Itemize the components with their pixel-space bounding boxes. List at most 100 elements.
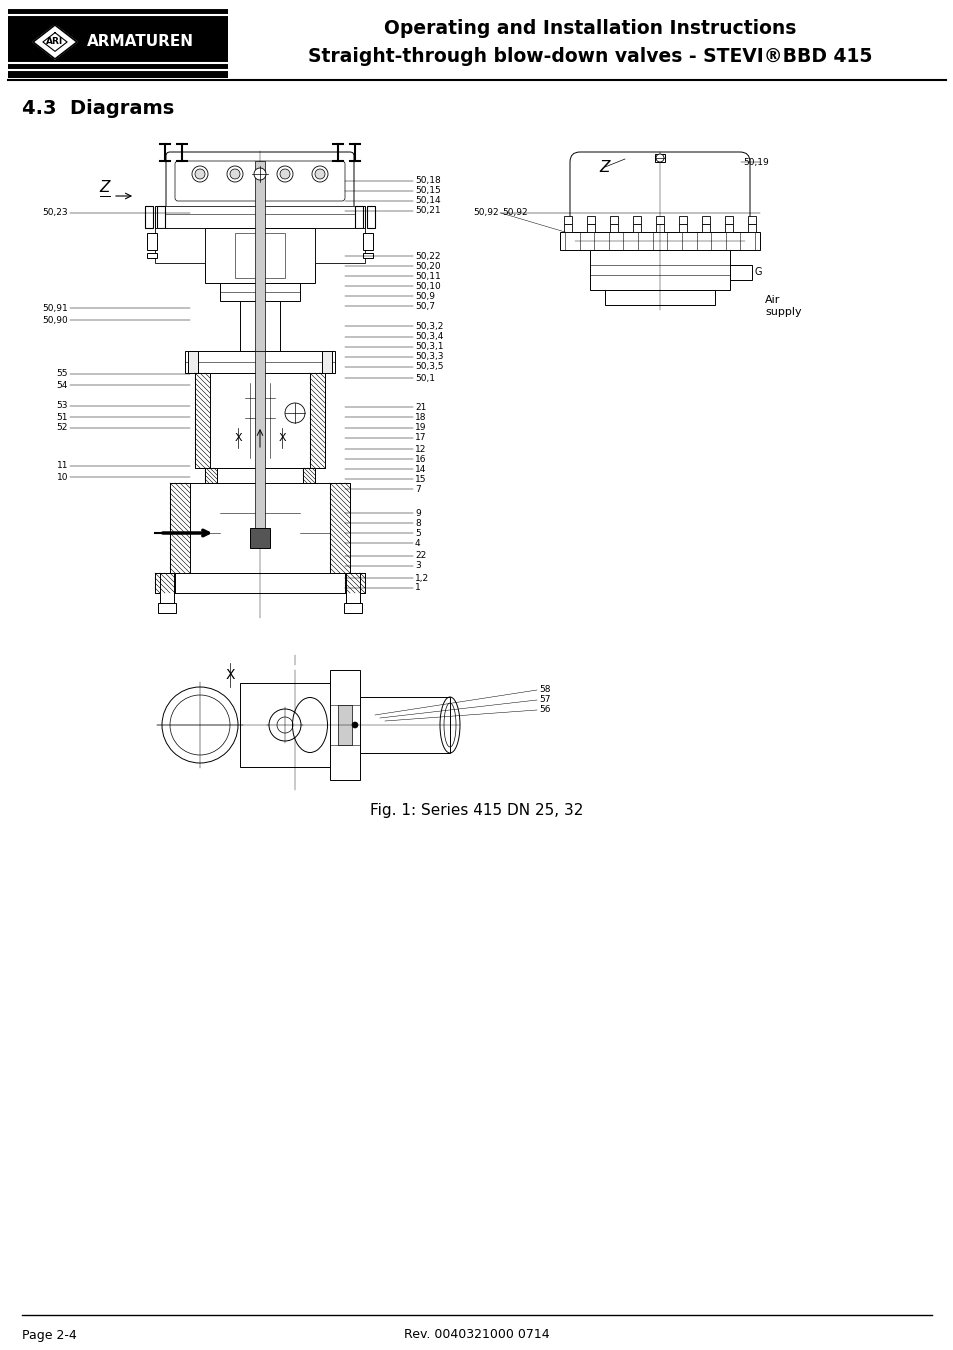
Text: 50,91: 50,91 [42, 304, 68, 312]
Bar [355, 207, 363, 228]
Text: Fig. 1: Series 415 DN 25, 32: Fig. 1: Series 415 DN 25, 32 [370, 802, 583, 818]
Text: 11: 11 [56, 462, 68, 471]
Bar [205, 468, 314, 483]
Bar [188, 351, 198, 373]
Circle shape [192, 166, 208, 182]
Text: 50,92: 50,92 [501, 208, 527, 217]
Text: 55: 55 [56, 370, 68, 378]
Bar [589, 250, 729, 290]
Circle shape [276, 717, 293, 733]
Bar [158, 603, 175, 613]
Bar [604, 290, 714, 305]
Text: 21: 21 [415, 402, 426, 412]
Text: 57: 57 [538, 695, 550, 705]
Text: 50,3,1: 50,3,1 [415, 343, 443, 351]
Text: 50,3,4: 50,3,4 [415, 332, 443, 342]
Bar [330, 483, 350, 572]
Text: 50,1: 50,1 [415, 374, 435, 382]
Circle shape [227, 166, 243, 182]
Text: 50,92: 50,92 [473, 208, 498, 217]
Circle shape [285, 404, 305, 423]
Text: Rev. 0040321000 0714: Rev. 0040321000 0714 [404, 1328, 549, 1342]
Text: 4.3  Diagrams: 4.3 Diagrams [22, 99, 174, 117]
Text: 5: 5 [415, 528, 420, 537]
Bar [240, 301, 280, 351]
Bar [194, 373, 325, 468]
Bar [303, 468, 314, 483]
Bar [609, 216, 618, 224]
FancyBboxPatch shape [166, 153, 354, 211]
Text: 50,20: 50,20 [415, 262, 440, 270]
Bar [359, 697, 450, 753]
Bar [322, 351, 332, 373]
Bar [220, 284, 299, 301]
Bar [656, 216, 663, 224]
FancyBboxPatch shape [174, 161, 345, 201]
Bar [701, 224, 709, 232]
Bar [656, 224, 663, 232]
Text: 53: 53 [56, 401, 68, 410]
Text: X: X [233, 433, 241, 443]
Bar [586, 224, 595, 232]
Bar [633, 216, 640, 224]
Bar [234, 234, 285, 278]
Text: 50,22: 50,22 [415, 251, 440, 261]
Text: 50,23: 50,23 [42, 208, 68, 217]
Text: 50,11: 50,11 [415, 271, 440, 281]
Text: 3: 3 [415, 562, 420, 571]
Text: 1: 1 [415, 583, 420, 593]
Text: 10: 10 [56, 472, 68, 482]
Bar [250, 528, 270, 548]
Text: 50,90: 50,90 [42, 316, 68, 324]
Text: ARMATUREN: ARMATUREN [87, 35, 193, 50]
Bar [559, 232, 760, 250]
Bar [254, 161, 265, 351]
Bar [563, 216, 572, 224]
Text: 22: 22 [415, 552, 426, 560]
Bar [655, 154, 664, 162]
Text: Operating and Installation Instructions: Operating and Installation Instructions [383, 19, 796, 38]
Text: 54: 54 [56, 381, 68, 390]
Text: 14: 14 [415, 464, 426, 474]
Bar [147, 252, 157, 258]
Circle shape [162, 687, 237, 763]
Text: 4: 4 [415, 539, 420, 548]
Text: 12: 12 [415, 444, 426, 454]
Bar [337, 705, 352, 745]
Circle shape [352, 722, 357, 728]
Text: 58: 58 [538, 686, 550, 694]
Bar [609, 224, 618, 232]
Text: 15: 15 [415, 474, 426, 483]
Bar [8, 8, 228, 78]
Text: 18: 18 [415, 413, 426, 421]
Text: X: X [278, 433, 286, 443]
Text: Z: Z [599, 159, 610, 174]
Text: Page 2-4: Page 2-4 [22, 1328, 76, 1342]
Text: 50,10: 50,10 [415, 282, 440, 290]
Text: 19: 19 [415, 424, 426, 432]
Bar [157, 207, 165, 228]
Text: 56: 56 [538, 706, 550, 714]
Bar [367, 207, 375, 228]
Text: 50,21: 50,21 [415, 207, 440, 216]
Circle shape [656, 154, 663, 162]
Text: ARI: ARI [47, 38, 64, 46]
Bar [330, 670, 359, 780]
Bar [724, 224, 732, 232]
Bar [185, 351, 335, 373]
Circle shape [269, 709, 301, 741]
Bar [154, 207, 365, 228]
Bar [701, 216, 709, 224]
Text: 7: 7 [415, 485, 420, 494]
Bar [344, 603, 361, 613]
FancyBboxPatch shape [569, 153, 749, 242]
Bar [679, 216, 686, 224]
Bar [729, 265, 751, 279]
Polygon shape [33, 26, 77, 59]
Circle shape [194, 169, 205, 180]
Bar [747, 224, 755, 232]
Bar [586, 216, 595, 224]
Bar [205, 228, 314, 284]
Bar [154, 228, 205, 263]
Text: X: X [225, 668, 234, 682]
